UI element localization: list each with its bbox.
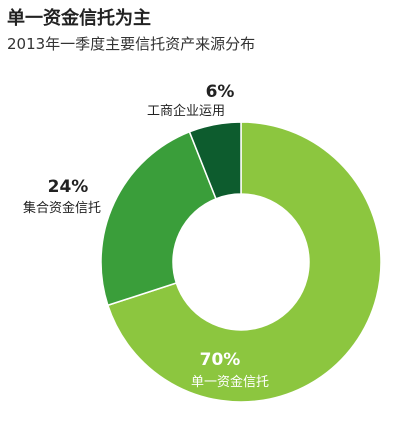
slice-collective-fund <box>100 130 217 307</box>
slice-collective-fund-percent: 24% <box>48 177 89 197</box>
slice-business-use-percent: 6% <box>206 82 235 102</box>
slice-single-fund-percent: 70% <box>200 350 241 370</box>
chart-title: 单一资金信托为主 <box>7 8 151 29</box>
slice-single-fund <box>106 121 382 403</box>
slice-single-fund-label: 单一资金信托 <box>191 374 269 390</box>
slice-business-use-label: 工商企业运用 <box>147 103 225 119</box>
slice-business-use <box>188 121 242 200</box>
chart-subtitle: 2013年一季度主要信托资产来源分布 <box>7 35 256 53</box>
slice-collective-fund-label: 集合资金信托 <box>23 200 101 216</box>
